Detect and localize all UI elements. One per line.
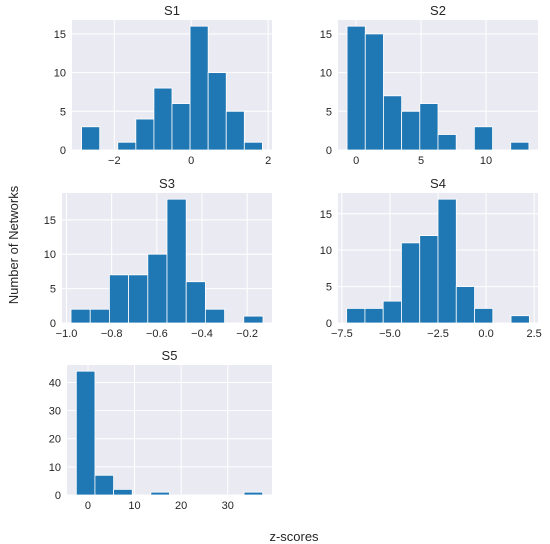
x-tick-label: −0.6 — [146, 328, 168, 340]
x-tick-label: −0.4 — [191, 328, 213, 340]
y-tick-label: 5 — [60, 106, 66, 118]
histogram-bar — [473, 126, 493, 151]
x-tick-label: 5 — [418, 155, 424, 167]
x-tick-label: 20 — [175, 500, 187, 512]
y-tick-label: 30 — [49, 406, 61, 418]
histogram-panel-4: S4 −7.5 −5.0 −2.5 0.0 2.5 0 5 10 15 — [320, 176, 542, 340]
histogram-bar — [474, 308, 494, 324]
y-tick-label: 10 — [320, 68, 332, 80]
histogram-bar — [94, 474, 114, 496]
histogram-bar — [117, 141, 137, 151]
histogram-bar — [128, 274, 149, 324]
y-tick-label: 0 — [326, 318, 332, 330]
y-tick-label: 10 — [49, 462, 61, 474]
x-tick-label: −1.0 — [56, 328, 78, 340]
y-tick-label: 0 — [55, 490, 61, 502]
histogram-bar — [401, 242, 421, 324]
x-tick-label: −2 — [108, 155, 121, 167]
histogram-bar — [243, 141, 263, 151]
histogram-bar — [153, 87, 173, 151]
x-tick-label: −5.0 — [379, 328, 401, 340]
histogram-bar — [166, 198, 187, 324]
histogram-bar — [109, 274, 130, 324]
panel-title: S1 — [164, 3, 180, 18]
y-tick-label: 15 — [54, 29, 66, 41]
histogram-panel-1: S1 −2 0 2 0 5 10 15 — [54, 3, 272, 167]
figure-xlabel: z-scores — [269, 529, 319, 544]
histogram-bar — [150, 491, 170, 496]
histogram-bar — [225, 110, 245, 151]
histogram-bar — [204, 308, 225, 324]
y-tick-label: 5 — [326, 282, 332, 294]
histogram-bar — [243, 315, 264, 324]
histogram-bar — [437, 198, 457, 324]
histogram-panel-3: S3 −1.0 −0.8 −0.6 −0.4 −0.2 0 5 10 15 — [44, 176, 272, 340]
histogram-bar — [113, 488, 133, 496]
x-tick-label: −0.8 — [101, 328, 123, 340]
x-tick-label: 10 — [128, 500, 140, 512]
histogram-bar — [207, 72, 227, 151]
panel-title: S2 — [430, 3, 446, 18]
histogram-bar — [510, 315, 530, 324]
x-tick-label: 2 — [265, 155, 271, 167]
y-tick-label: 5 — [50, 284, 56, 296]
y-tick-label: 20 — [49, 434, 61, 446]
x-tick-label: 2.5 — [527, 328, 542, 340]
histogram-bar — [455, 286, 475, 324]
y-tick-label: 0 — [60, 145, 66, 157]
histogram-bar — [382, 300, 402, 324]
plot-area — [67, 365, 272, 495]
histogram-bar — [185, 281, 206, 324]
histogram-bar — [189, 25, 209, 151]
y-tick-label: 15 — [320, 209, 332, 221]
histogram-bar — [419, 235, 439, 324]
x-tick-label: −2.5 — [427, 328, 449, 340]
y-tick-label: 0 — [50, 318, 56, 330]
y-tick-label: 10 — [54, 68, 66, 80]
x-tick-label: −7.5 — [331, 328, 353, 340]
y-tick-label: 10 — [320, 245, 332, 257]
y-tick-label: 40 — [49, 377, 61, 389]
y-tick-label: 15 — [44, 215, 56, 227]
x-tick-label: 0 — [353, 155, 359, 167]
histogram-bar — [346, 25, 366, 151]
x-tick-label: 30 — [222, 500, 234, 512]
histogram-bar — [364, 33, 384, 151]
histogram-bar — [419, 103, 439, 151]
histogram-bar — [243, 491, 264, 496]
histogram-bar — [70, 308, 91, 324]
histogram-bar — [437, 134, 457, 151]
y-tick-label: 0 — [326, 145, 332, 157]
histogram-bar — [135, 118, 155, 151]
panel-title: S3 — [159, 176, 175, 191]
y-tick-label: 5 — [326, 106, 332, 118]
histogram-panel-2: S2 0 5 10 0 5 10 15 — [320, 3, 538, 167]
x-tick-label: −0.2 — [236, 328, 258, 340]
histogram-bar — [364, 308, 384, 324]
histogram-bar — [75, 370, 96, 496]
figure-ylabel: Number of Networks — [6, 185, 21, 304]
histogram-bar — [383, 95, 403, 151]
x-tick-label: 0 — [85, 500, 91, 512]
y-tick-label: 10 — [44, 249, 56, 261]
histogram-bar — [89, 308, 110, 324]
panel-title: S5 — [162, 348, 178, 363]
panel-title: S4 — [430, 176, 446, 191]
histogram-bar — [346, 308, 366, 324]
histogram-panel-5: S5 0 10 20 30 0 10 20 30 40 — [49, 348, 272, 512]
histogram-bar — [81, 126, 101, 151]
x-tick-label: 10 — [480, 155, 492, 167]
x-tick-label: 0 — [188, 155, 194, 167]
y-tick-label: 15 — [320, 29, 332, 41]
histogram-bar — [147, 253, 168, 324]
histogram-bar — [401, 110, 421, 151]
histogram-bar — [510, 141, 530, 151]
histogram-bar — [171, 103, 191, 151]
x-tick-label: 0.0 — [478, 328, 493, 340]
